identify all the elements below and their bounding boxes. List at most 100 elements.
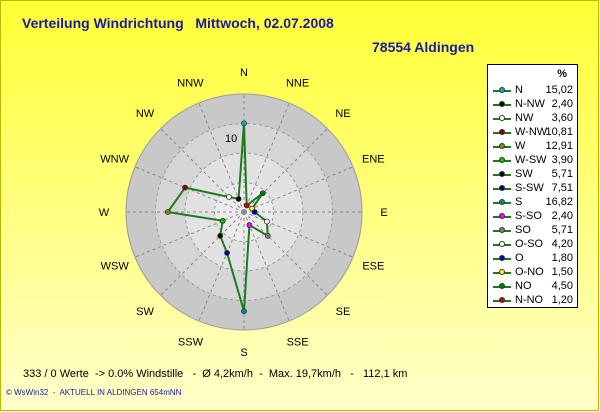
- legend-swatch: [493, 143, 511, 151]
- marker-w: [164, 209, 171, 215]
- legend-value: 10,81: [545, 126, 573, 138]
- legend-value: 1,20: [551, 294, 573, 306]
- direction-label-s: S: [240, 347, 247, 359]
- legend-label: NW: [515, 112, 534, 124]
- legend-item-n: N 15,02: [488, 84, 577, 97]
- legend-label: W: [515, 140, 526, 152]
- legend-swatch: [493, 157, 511, 165]
- legend-value: 12,91: [545, 140, 573, 152]
- marker-no: [259, 190, 266, 197]
- spoke-ESE: [243, 211, 354, 258]
- legend-value: 4,50: [551, 280, 573, 292]
- legend-swatch: [493, 269, 511, 277]
- marker-s: [241, 308, 247, 315]
- legend-item-n-no: N-NO 1,20: [488, 294, 577, 307]
- direction-label-ese: ESE: [362, 261, 384, 273]
- legend-label: S-SO: [515, 210, 542, 222]
- legend-value: 3,60: [551, 112, 573, 124]
- direction-label-nw: NW: [136, 108, 155, 120]
- direction-label-ne: NE: [335, 108, 350, 120]
- legend: % N 15,02 N-NW 2,40 NW 3,60 W-NW 10,81 W 12,91 W-S…: [487, 64, 578, 308]
- direction-label-e: E: [380, 207, 387, 219]
- legend-value: 5,71: [551, 168, 573, 180]
- marker-o-so: [263, 218, 270, 225]
- legend-value: 1,50: [551, 266, 573, 278]
- legend-swatch: [493, 297, 511, 305]
- legend-value: 2,40: [551, 210, 573, 222]
- direction-label-nne: NNE: [286, 78, 309, 90]
- spoke-WSW: [134, 211, 245, 258]
- direction-label-wsw: WSW: [101, 261, 130, 273]
- direction-label-sse: SSE: [287, 336, 309, 348]
- direction-label-nnw: NNW: [177, 78, 204, 90]
- legend-label: N: [515, 84, 523, 96]
- legend-item-s-so: S-SO 2,40: [488, 210, 577, 223]
- legend-value: 16,82: [545, 196, 573, 208]
- legend-item-w-sw: W-SW 3,90: [488, 154, 577, 167]
- legend-swatch: [493, 241, 511, 249]
- spoke-SW: [160, 211, 245, 296]
- legend-item-n-nw: N-NW 2,40: [488, 98, 577, 111]
- legend-item-nw: NW 3,60: [488, 112, 577, 125]
- legend-swatch: [493, 87, 511, 95]
- legend-label: N-NW: [515, 98, 545, 110]
- legend-item-s-sw: S-SW 7,51: [488, 182, 577, 195]
- marker-s-sw: [224, 250, 230, 256]
- marker-w-sw: [219, 217, 226, 224]
- direction-label-ssw: SSW: [178, 336, 204, 348]
- marker-n-nw: [235, 196, 242, 202]
- legend-item-w-nw: W-NW 10,81: [488, 126, 577, 139]
- legend-swatch: [493, 213, 511, 221]
- legend-value: 5,71: [551, 224, 573, 236]
- chart-title: Verteilung Windrichtung Mittwoch, 02.07.…: [22, 15, 334, 31]
- legend-label: S: [515, 196, 523, 208]
- marker-n-no: [243, 202, 250, 209]
- legend-item-o-no: O-NO 1,50: [488, 266, 577, 279]
- spoke-SE: [243, 211, 328, 296]
- legend-swatch: [493, 283, 511, 291]
- credit-line: © WsWin32 - AKTUELL IN ALDINGEN 654mNN: [6, 388, 182, 397]
- legend-item-sw: SW 5,71: [488, 168, 577, 181]
- legend-swatch: [493, 101, 511, 109]
- direction-label-n: N: [240, 67, 248, 79]
- legend-label: O: [515, 252, 524, 264]
- legend-item-so: SO 5,71: [488, 224, 577, 237]
- legend-label: S-SW: [515, 182, 544, 194]
- spoke-NNE: [243, 102, 290, 213]
- direction-label-se: SE: [336, 306, 351, 318]
- spoke-WNW: [134, 166, 245, 213]
- legend-label: SW: [515, 168, 533, 180]
- marker-n: [241, 120, 247, 127]
- legend-header: %: [557, 68, 567, 80]
- marker-o: [251, 209, 258, 215]
- marker-nw: [226, 194, 232, 200]
- ring-label: 10: [225, 133, 237, 145]
- legend-value: 4,20: [551, 238, 573, 250]
- stats-footer: 333 / 0 Werte -> 0.0% Windstille - Ø 4,2…: [23, 368, 408, 380]
- legend-label: O-SO: [515, 238, 544, 250]
- legend-swatch: [493, 227, 511, 235]
- spoke-SSE: [243, 211, 290, 322]
- legend-label: W-SW: [515, 154, 547, 166]
- legend-label: SO: [515, 224, 531, 236]
- direction-label-sw: SW: [136, 306, 154, 318]
- legend-swatch: [493, 129, 511, 137]
- legend-value: 15,02: [545, 84, 573, 96]
- spoke-SSW: [198, 211, 245, 322]
- spoke-ENE: [243, 166, 354, 213]
- legend-value: 7,51: [551, 182, 573, 194]
- marker-so: [264, 232, 271, 239]
- legend-swatch: [493, 185, 511, 193]
- legend-swatch: [493, 171, 511, 179]
- spoke-NNW: [198, 102, 245, 213]
- legend-swatch: [493, 199, 511, 207]
- legend-value: 3,90: [551, 154, 573, 166]
- marker-w-nw: [182, 184, 188, 191]
- legend-value: 2,40: [551, 98, 573, 110]
- legend-item-o: O 1,80: [488, 252, 577, 265]
- marker-s-so: [246, 222, 253, 228]
- legend-label: O-NO: [515, 266, 544, 278]
- legend-item-o-so: O-SO 4,20: [488, 238, 577, 251]
